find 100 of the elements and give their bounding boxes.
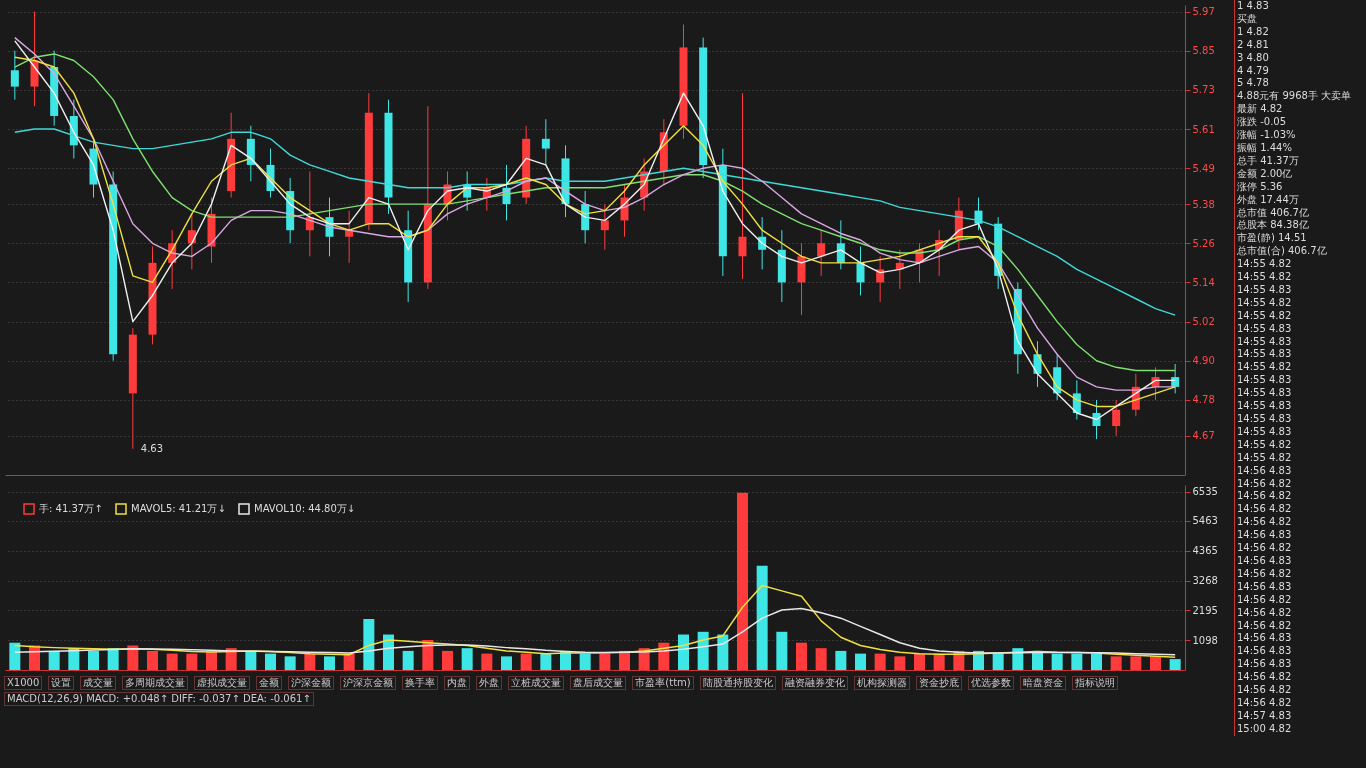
text: 14:56 4.82 — [1237, 606, 1293, 620]
text: 14:56 4.83 — [1237, 529, 1293, 543]
y-tick-label: 5.85 — [1192, 45, 1215, 57]
candlestick — [1171, 363, 1180, 394]
text: 14:56 4.82 — [1237, 684, 1293, 697]
bar — [1150, 656, 1161, 670]
bar — [324, 656, 335, 670]
bar — [756, 565, 768, 670]
y-tick-label: 5.14 — [1192, 276, 1215, 288]
bar — [284, 656, 296, 670]
candlestick — [541, 118, 550, 166]
text: 14:56 4.82 — [1237, 619, 1293, 633]
bar — [1130, 656, 1142, 670]
text: 4 4.79 — [1237, 64, 1270, 78]
text: 设置 — [48, 676, 75, 690]
text: 3 4.80 — [1237, 51, 1270, 65]
text: 金额 — [256, 676, 283, 690]
bar — [88, 650, 99, 670]
text: X1000 — [4, 676, 43, 690]
text: 涨幅 -1.03% — [1237, 129, 1297, 142]
text: 1 4.82 — [1237, 25, 1270, 39]
text: 14:55 4.82 — [1237, 258, 1293, 272]
bar — [343, 653, 355, 670]
bar — [147, 650, 158, 670]
text: 暗盘资金 — [1019, 676, 1066, 690]
line-series — [14, 607, 1176, 656]
bar — [225, 648, 237, 670]
text: 14:55 4.83 — [1237, 374, 1293, 388]
bar — [874, 653, 886, 670]
candlestick — [856, 246, 865, 296]
bar — [678, 634, 689, 670]
y-tick-label: 5463 — [1192, 515, 1218, 527]
line-series — [14, 128, 1176, 316]
text: 换手率 — [402, 676, 439, 690]
y-tick-label: 2195 — [1192, 604, 1218, 616]
bar — [402, 650, 414, 670]
text: 立桩成交量 — [508, 676, 565, 690]
text: 14:55 4.82 — [1237, 438, 1293, 452]
text: MACD(12,26,9) MACD: +0.048↑ DIFF: -0.037↑ DEA: -0.061↑ — [4, 692, 314, 706]
text: 14:55 4.82 — [1237, 296, 1293, 310]
text: 5 4.78 — [1237, 77, 1270, 91]
text: 盘后成交量 — [570, 676, 627, 690]
text: 融资融券变化 — [781, 676, 848, 690]
legend-label: 手: 41.37万↑ — [39, 503, 103, 514]
bar — [1169, 659, 1181, 670]
bar — [815, 648, 827, 670]
text: 14:56 4.82 — [1237, 490, 1293, 504]
candlestick — [600, 203, 609, 251]
candlestick — [10, 50, 19, 101]
text: 14:56 4.82 — [1237, 593, 1293, 607]
bar — [579, 653, 591, 670]
bar — [717, 634, 729, 670]
text: 总股本 84.38亿 — [1237, 219, 1310, 232]
text: 14:55 4.83 — [1237, 322, 1293, 336]
bar — [835, 650, 847, 670]
bar — [933, 653, 945, 670]
bar — [442, 650, 453, 670]
y-tick-label: 5.38 — [1192, 198, 1215, 210]
bar — [776, 631, 788, 670]
y-tick-label: 5.97 — [1192, 6, 1215, 18]
y-tick-label: 4365 — [1192, 545, 1218, 557]
text: 涨停 5.36 — [1237, 180, 1284, 194]
y-tick-label: 5.49 — [1192, 162, 1215, 174]
text: 总市值 406.7亿 — [1237, 206, 1310, 220]
text: 14:55 4.83 — [1237, 335, 1293, 349]
bar — [599, 653, 611, 670]
bar — [914, 653, 925, 670]
text: 14:55 4.83 — [1237, 283, 1293, 297]
bar — [481, 653, 493, 670]
legend-label: MAVOL5: 41.21万↓ — [131, 503, 226, 514]
y-tick-label: 4.90 — [1192, 355, 1215, 367]
text: 资金抄底 — [915, 676, 962, 690]
text: 多周期成交量 — [122, 676, 189, 690]
text: 虚拟成交量 — [194, 676, 251, 690]
bar — [520, 653, 532, 670]
text: 沪深京金额 — [340, 676, 397, 690]
text: 14:55 4.83 — [1237, 400, 1293, 413]
y-tick-label: 4.67 — [1192, 430, 1215, 442]
y-tick-label: 6535 — [1192, 486, 1218, 498]
text: 总市值(合) 406.7亿 — [1237, 245, 1328, 259]
text: 14:55 4.82 — [1237, 451, 1293, 465]
text: 14:55 4.82 — [1237, 361, 1293, 375]
text: 外盘 17.44万 — [1237, 193, 1300, 207]
bar — [894, 656, 906, 670]
bar — [265, 653, 276, 670]
text: 14:55 4.83 — [1237, 425, 1293, 439]
bar — [127, 645, 139, 670]
bar — [48, 650, 60, 670]
text: 14:55 4.83 — [1237, 387, 1293, 401]
y-tick-label: 4.78 — [1192, 394, 1215, 406]
text: 14:56 4.83 — [1237, 645, 1293, 659]
text: 14:55 4.82 — [1237, 271, 1293, 284]
text: 14:56 4.82 — [1237, 696, 1293, 710]
text: 机构探测器 — [853, 676, 910, 690]
bar — [68, 648, 80, 670]
candlestick — [345, 210, 354, 264]
text: 14:56 4.82 — [1237, 542, 1293, 555]
text: 金额 2.00亿 — [1237, 167, 1294, 181]
text: 14:56 4.83 — [1237, 580, 1293, 594]
text: 14:56 4.82 — [1237, 477, 1293, 491]
